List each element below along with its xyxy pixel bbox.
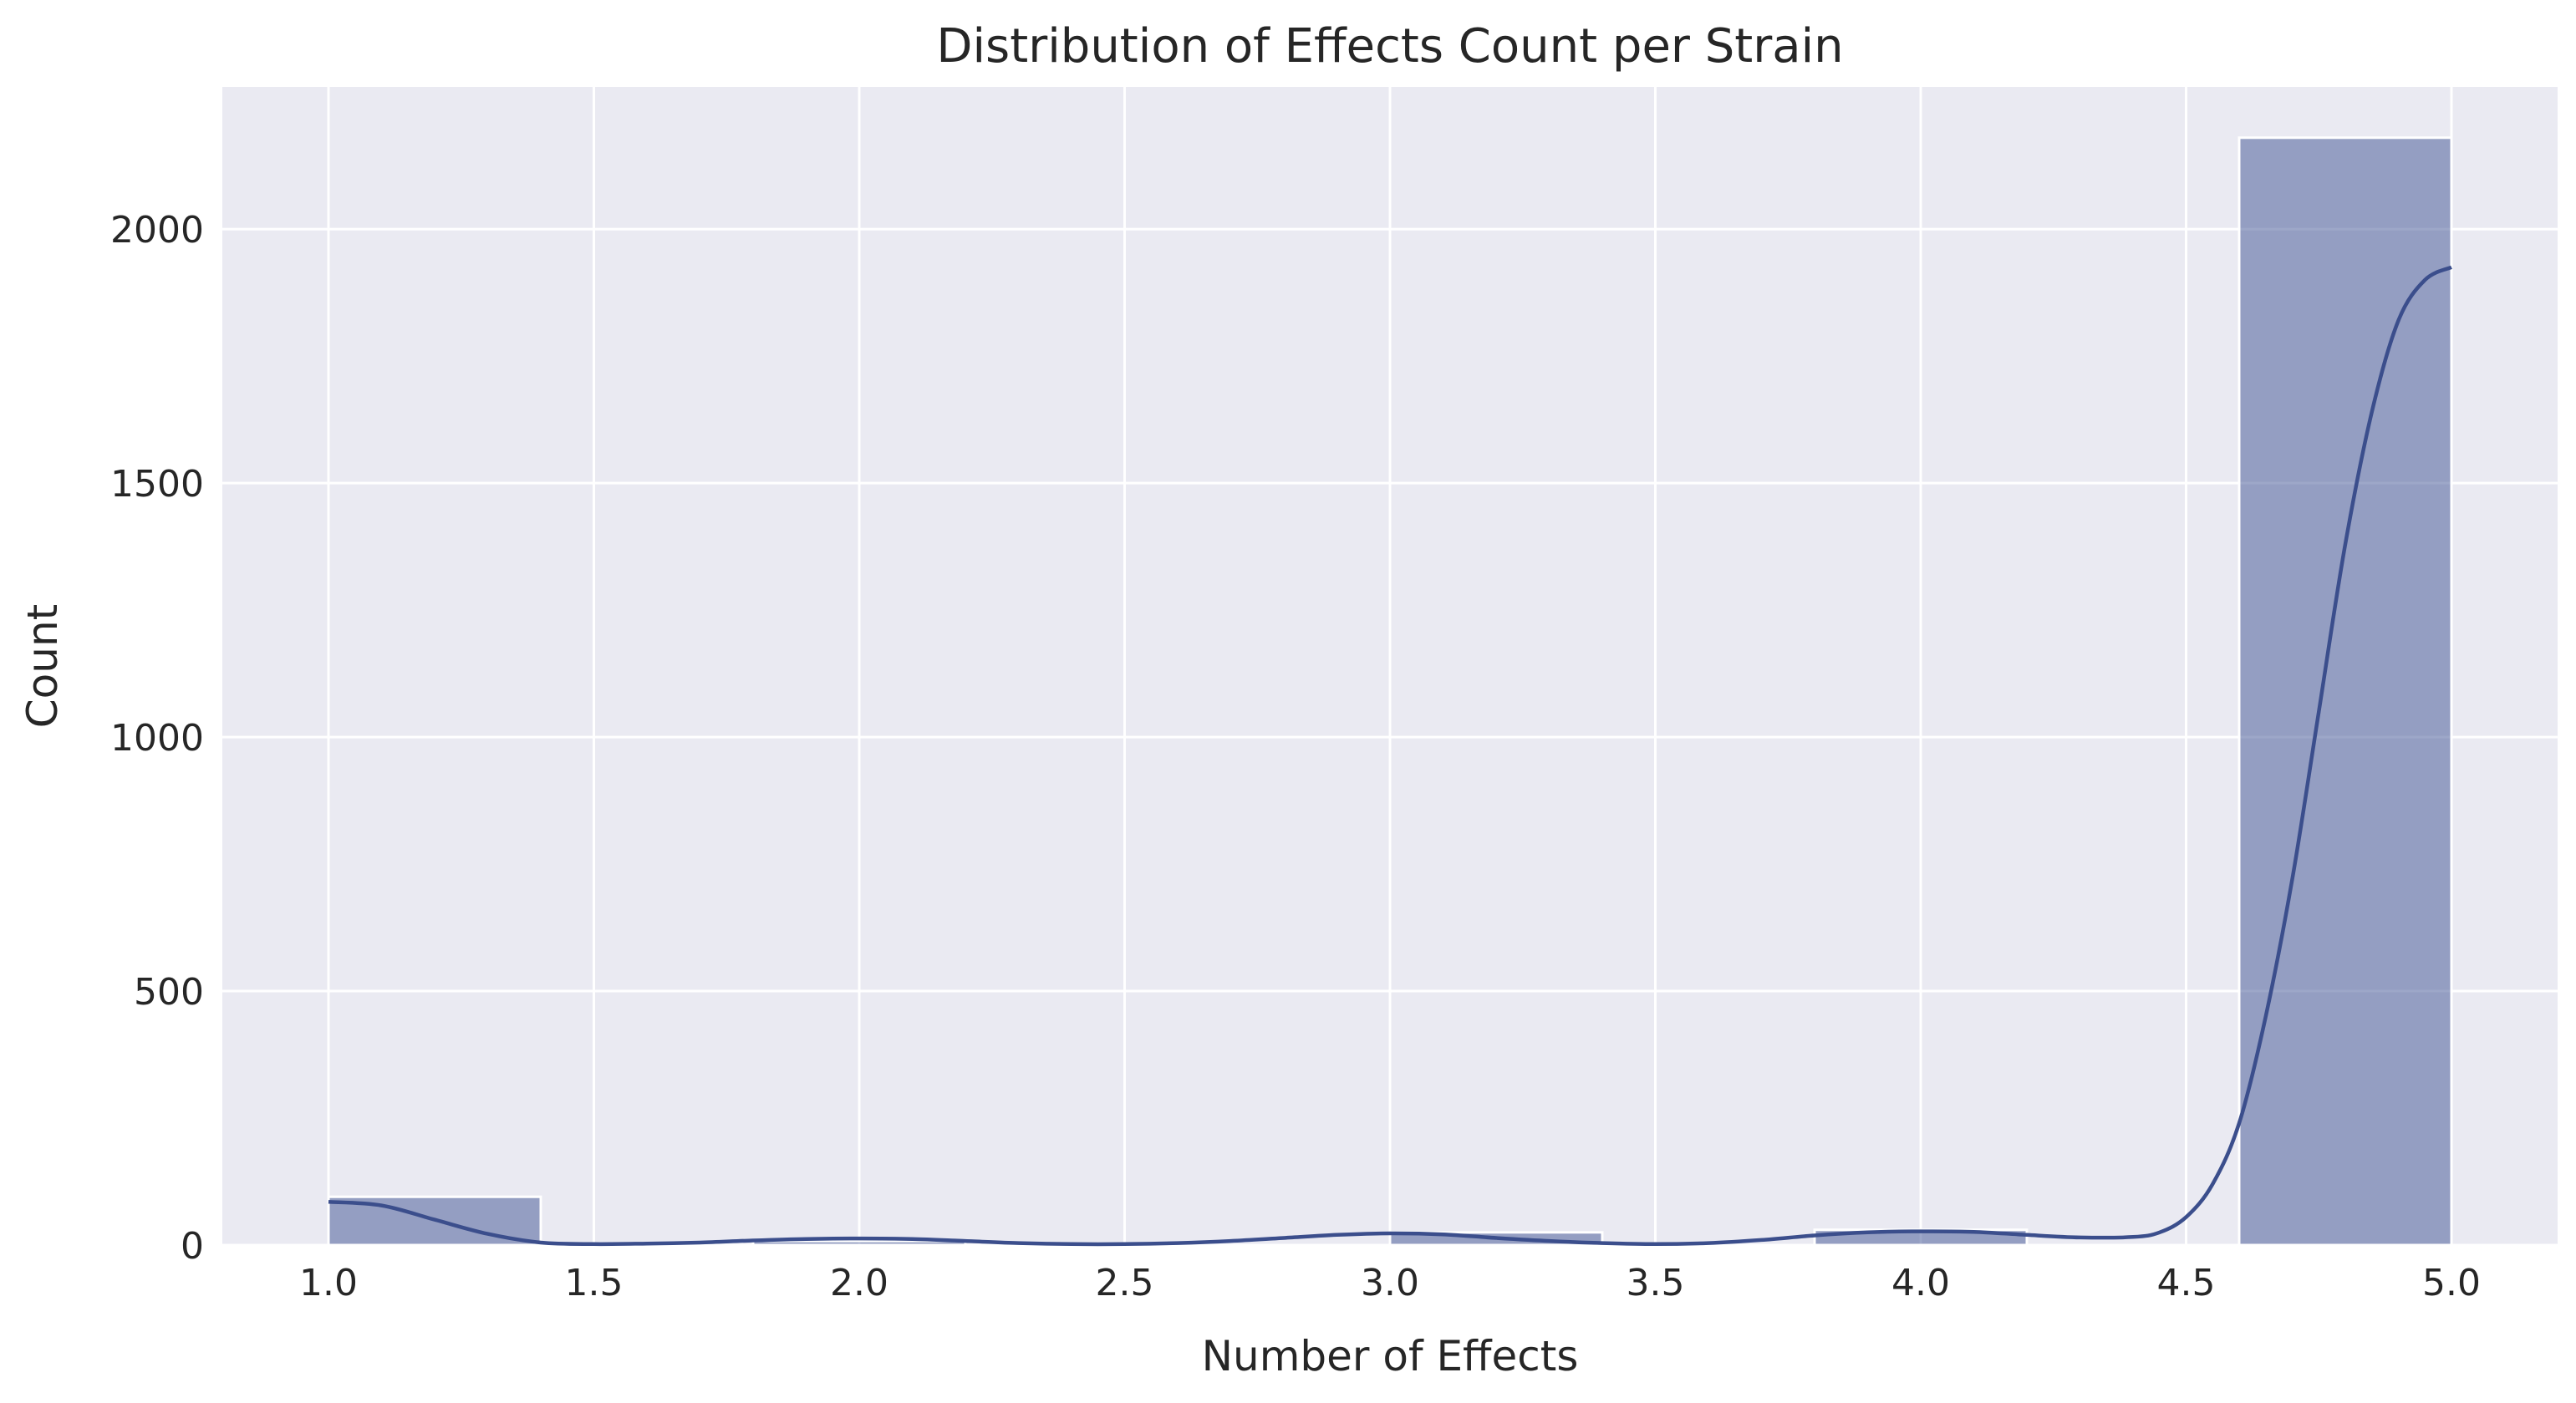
x-tick-labels: 1.0 1.5 2.0 2.5 3.0 3.5 4.0 4.5 5.0 <box>299 1262 2481 1304</box>
y-tick-label: 0 <box>181 1225 204 1268</box>
x-tick-label: 5.0 <box>2422 1262 2481 1304</box>
x-axis-label: Number of Effects <box>1202 1332 1579 1380</box>
y-tick-label: 1500 <box>110 463 204 506</box>
y-tick-labels: 0 500 1000 1500 2000 <box>110 209 204 1268</box>
x-tick-label: 4.5 <box>2157 1262 2216 1304</box>
x-tick-label: 3.5 <box>1627 1262 1685 1304</box>
histogram-bar <box>751 1239 967 1247</box>
histogram-bar <box>2237 136 2453 1247</box>
x-tick-label: 3.0 <box>1361 1262 1419 1304</box>
y-tick-label: 1000 <box>110 717 204 760</box>
y-tick-label: 500 <box>134 971 204 1014</box>
x-tick-label: 4.0 <box>1891 1262 1950 1304</box>
x-tick-label: 2.5 <box>1096 1262 1154 1304</box>
y-tick-label: 2000 <box>110 209 204 252</box>
y-axis-label: Count <box>18 604 67 729</box>
x-tick-label: 1.5 <box>565 1262 624 1304</box>
histogram-bars <box>327 136 2453 1247</box>
kde-curve <box>328 265 2452 1247</box>
chart-title: Distribution of Effects Count per Strain <box>936 19 1843 74</box>
x-tick-label: 1.0 <box>299 1262 358 1304</box>
x-tick-label: 2.0 <box>830 1262 888 1304</box>
